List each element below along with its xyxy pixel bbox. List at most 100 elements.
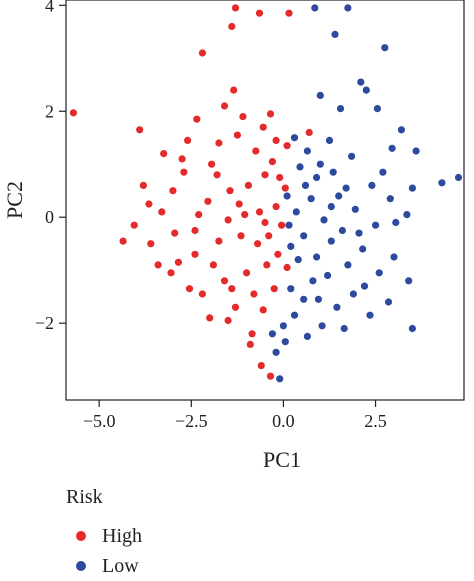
data-point-low bbox=[412, 147, 420, 155]
data-point-high bbox=[206, 314, 214, 322]
data-point-low bbox=[379, 168, 387, 176]
data-point-low bbox=[313, 253, 321, 261]
data-point-low bbox=[290, 134, 299, 142]
data-point-high bbox=[231, 303, 240, 311]
data-point-low bbox=[281, 338, 289, 346]
legend-label-low: Low bbox=[102, 554, 139, 577]
y-tick-label: 0 bbox=[45, 207, 54, 227]
data-point-high bbox=[244, 181, 252, 189]
data-point-low bbox=[307, 195, 315, 203]
data-point-high bbox=[241, 211, 249, 219]
x-tick-label: 0.0 bbox=[272, 411, 295, 431]
data-point-low bbox=[368, 181, 376, 189]
data-point-high bbox=[228, 22, 236, 31]
data-point-high bbox=[268, 158, 276, 166]
data-point-high bbox=[265, 232, 273, 240]
data-point-high bbox=[220, 102, 229, 110]
data-point-high bbox=[119, 237, 127, 245]
data-point-low bbox=[372, 221, 380, 229]
y-tick-label: −2 bbox=[35, 313, 54, 333]
data-point-high bbox=[259, 306, 267, 314]
data-point-high bbox=[250, 290, 258, 298]
legend-dot-high bbox=[76, 531, 86, 541]
data-point-low bbox=[290, 311, 299, 319]
data-point-low bbox=[303, 332, 311, 340]
data-point-low bbox=[292, 208, 300, 216]
data-point-high bbox=[130, 221, 138, 229]
data-point-high bbox=[248, 330, 256, 338]
data-point-high bbox=[254, 240, 262, 248]
data-point-low bbox=[344, 4, 352, 12]
data-point-high bbox=[147, 240, 155, 248]
data-point-low bbox=[333, 303, 341, 311]
data-point-low bbox=[283, 192, 291, 200]
data-point-high bbox=[243, 269, 251, 277]
x-axis-title: PC1 bbox=[263, 447, 301, 472]
data-point-low bbox=[325, 136, 334, 144]
data-point-low bbox=[359, 245, 367, 253]
data-point-high bbox=[224, 216, 232, 224]
data-point-high bbox=[276, 173, 284, 182]
data-point-low bbox=[349, 290, 357, 298]
data-point-high bbox=[198, 290, 206, 298]
plot-area-frame bbox=[65, 0, 465, 401]
data-point-high bbox=[136, 126, 144, 134]
data-point-high bbox=[174, 258, 182, 266]
data-point-low bbox=[397, 126, 405, 134]
data-point-high bbox=[69, 109, 77, 117]
data-point-low bbox=[381, 44, 389, 52]
pca-scatter-chart: −5.0 −2.5 0.0 2.5 4 2 0 −2 PC1 PC2 bbox=[2, 0, 465, 472]
data-point-high bbox=[252, 147, 260, 155]
legend-item-low: Low bbox=[66, 551, 142, 581]
data-point-low bbox=[403, 211, 411, 219]
x-axis: −5.0 −2.5 0.0 2.5 bbox=[83, 400, 387, 431]
data-point-low bbox=[357, 78, 365, 86]
data-point-low bbox=[344, 261, 352, 269]
data-point-low bbox=[335, 192, 343, 200]
data-point-low bbox=[405, 277, 413, 285]
data-point-high bbox=[145, 200, 153, 208]
y-axis-title: PC2 bbox=[2, 181, 27, 219]
data-point-high bbox=[266, 372, 275, 380]
data-point-low bbox=[272, 348, 280, 356]
data-point-high bbox=[281, 184, 289, 192]
data-point-low bbox=[362, 86, 370, 94]
data-point-low bbox=[375, 269, 383, 277]
data-point-low bbox=[314, 295, 322, 303]
data-point-low bbox=[316, 160, 324, 168]
data-point-low bbox=[331, 30, 339, 38]
data-point-high bbox=[261, 218, 269, 227]
data-point-low bbox=[276, 375, 284, 383]
data-point-high bbox=[237, 232, 245, 240]
data-point-low bbox=[300, 295, 308, 303]
data-point-low bbox=[338, 226, 346, 235]
data-point-low bbox=[340, 324, 348, 333]
legend-label-high: High bbox=[102, 524, 142, 547]
data-point-high bbox=[266, 110, 275, 118]
data-point-high bbox=[158, 208, 166, 216]
data-point-high bbox=[230, 86, 238, 94]
data-point-high bbox=[215, 139, 223, 147]
data-point-low bbox=[324, 271, 332, 280]
data-point-high bbox=[283, 142, 291, 150]
data-point-low bbox=[279, 322, 287, 330]
data-point-low bbox=[388, 144, 396, 152]
data-point-high bbox=[178, 155, 186, 163]
data-point-low bbox=[392, 218, 400, 227]
data-points bbox=[69, 4, 463, 383]
data-point-low bbox=[327, 237, 335, 245]
data-point-low bbox=[408, 184, 416, 192]
data-point-low bbox=[336, 105, 345, 113]
data-point-low bbox=[327, 203, 335, 211]
data-point-low bbox=[309, 277, 317, 285]
y-tick-label: 2 bbox=[45, 101, 54, 121]
data-point-low bbox=[294, 256, 302, 264]
data-point-low bbox=[438, 179, 446, 187]
data-point-low bbox=[287, 285, 295, 293]
data-point-high bbox=[272, 136, 280, 144]
data-point-high bbox=[204, 197, 212, 205]
data-point-high bbox=[255, 208, 264, 216]
x-tick-label: −2.5 bbox=[175, 411, 208, 431]
data-point-low bbox=[311, 4, 319, 12]
x-tick-label: 2.5 bbox=[364, 411, 387, 431]
